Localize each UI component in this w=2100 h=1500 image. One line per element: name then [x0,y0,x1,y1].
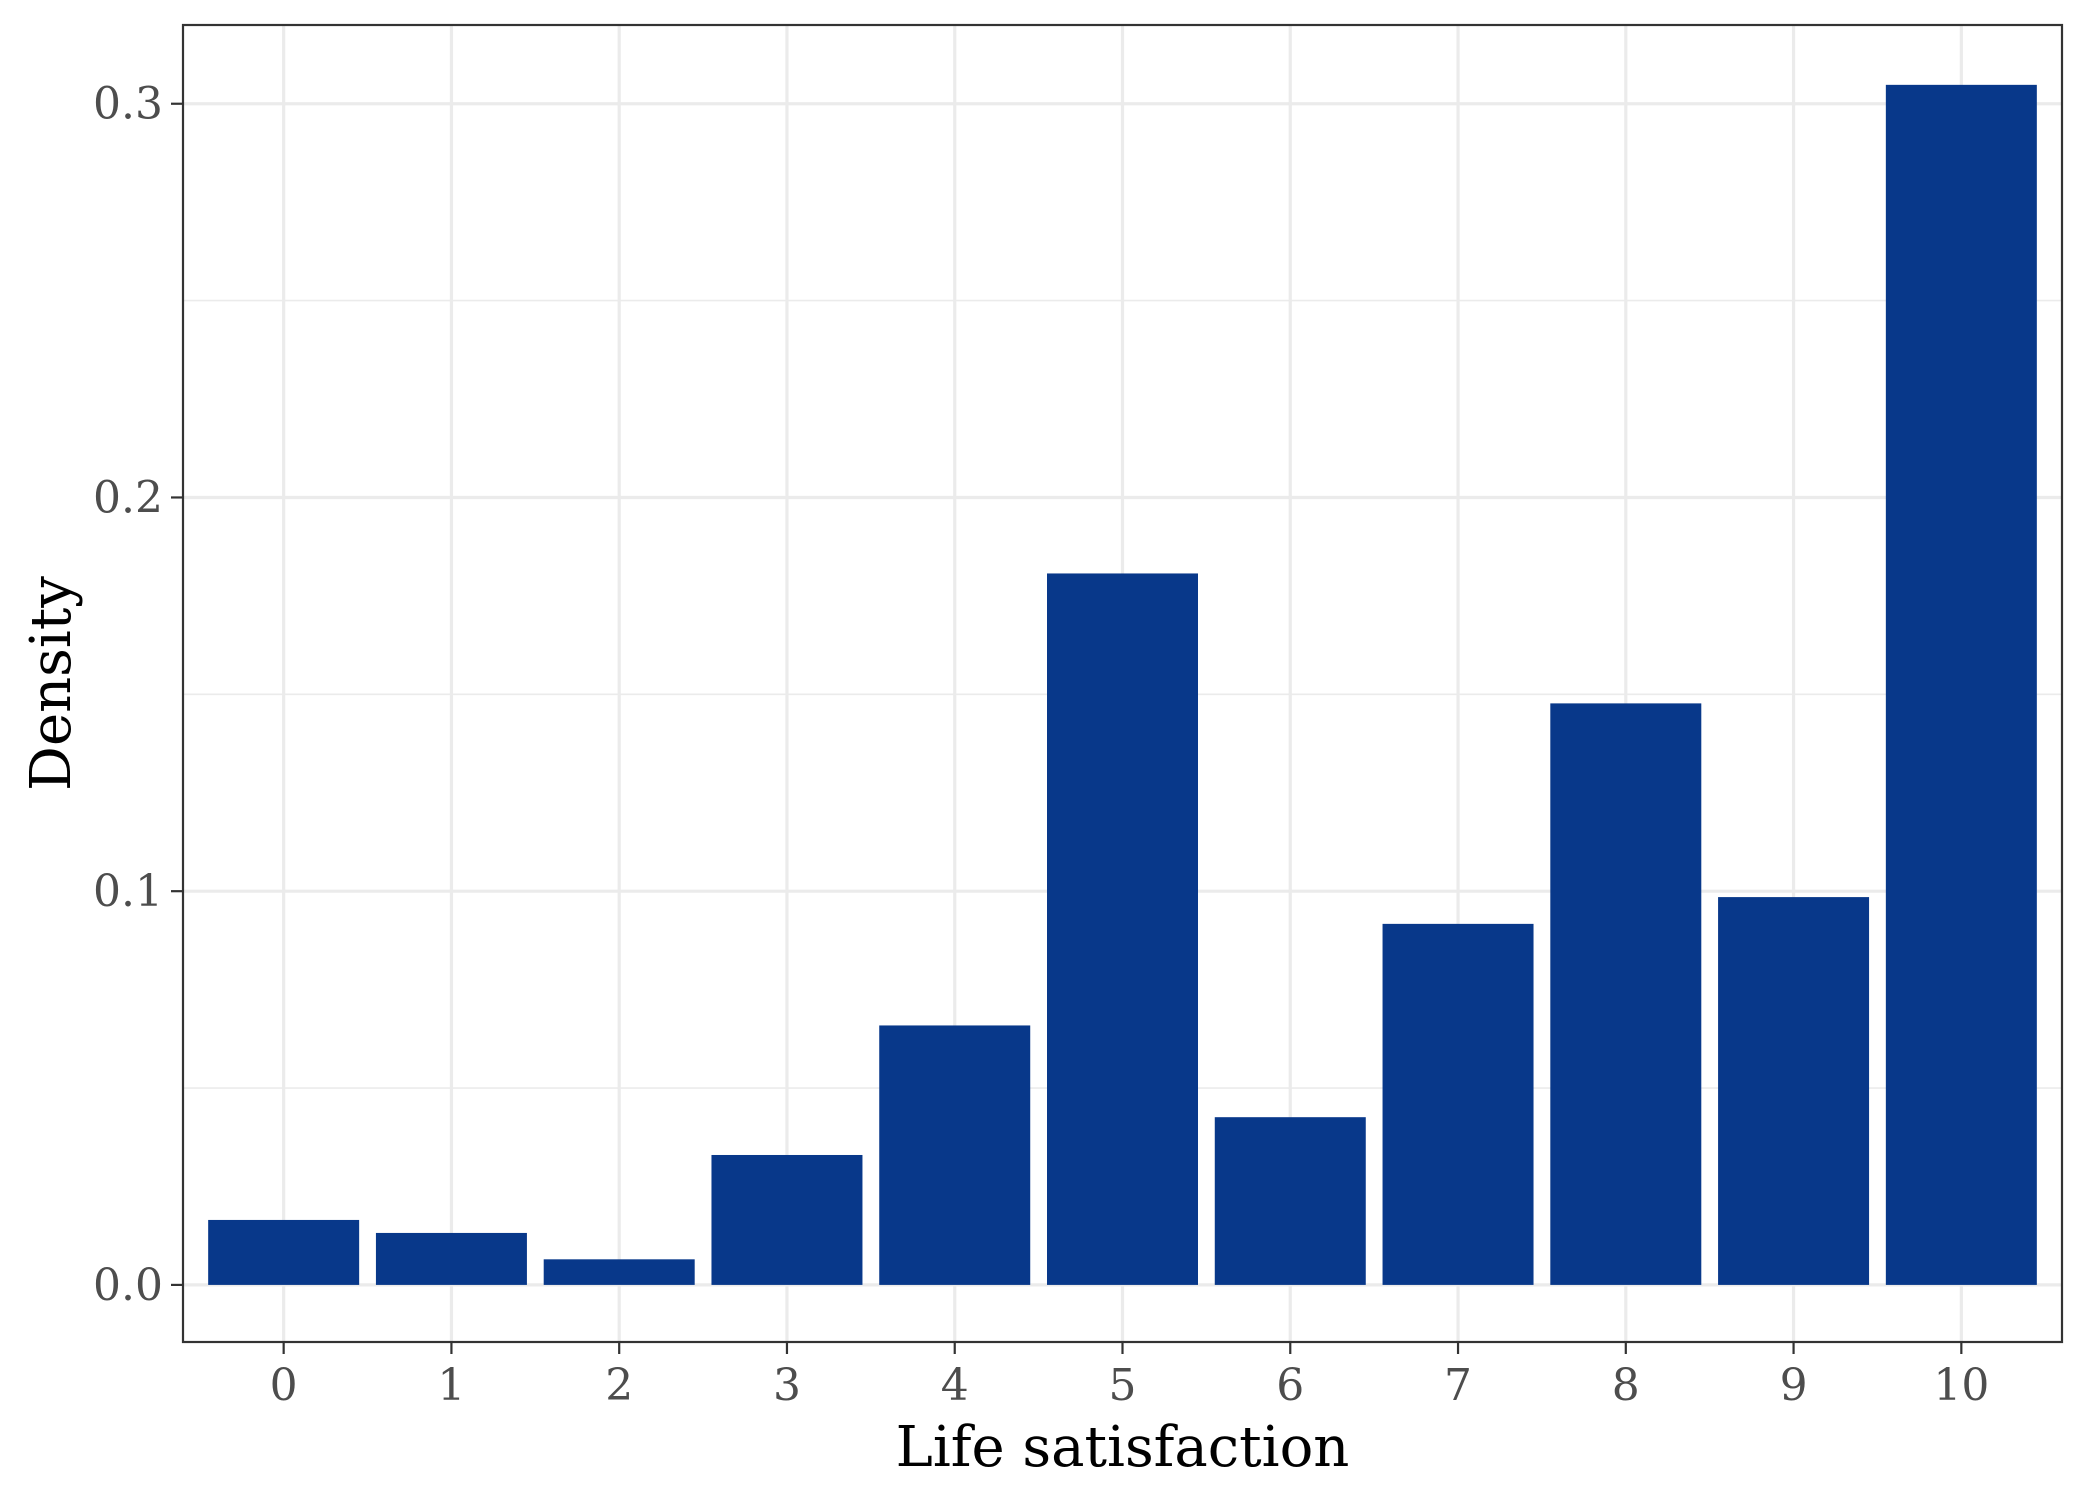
bar-2 [543,1259,695,1285]
x-tick-label: 2 [605,1360,633,1411]
y-tick-label: 0.3 [93,79,163,130]
x-tick-label: 6 [1276,1360,1304,1411]
x-tick-label: 9 [1780,1360,1808,1411]
x-axis-ticks: 0 1 2 3 4 5 6 7 8 9 10 [270,1342,1989,1411]
y-tick-label: 0.1 [93,866,163,917]
x-tick-label: 0 [270,1360,298,1411]
y-axis-ticks: 0.0 0.1 0.2 0.3 [93,79,183,1311]
y-axis-title: Density [19,576,84,791]
y-tick-label: 0.0 [93,1260,163,1311]
bar-0 [208,1219,360,1285]
bar-7 [1382,923,1534,1285]
x-tick-label: 1 [437,1360,465,1411]
x-tick-label: 8 [1612,1360,1640,1411]
bar-6 [1214,1117,1366,1285]
x-axis-title: Life satisfaction [896,1415,1350,1480]
x-tick-label: 5 [1109,1360,1137,1411]
bar-9 [1718,897,1870,1285]
bar-5 [1047,573,1198,1285]
x-tick-label: 3 [773,1360,801,1411]
bar-3 [711,1154,863,1285]
x-tick-label: 4 [941,1360,969,1411]
x-tick-label: 7 [1444,1360,1472,1411]
bars [208,84,2037,1285]
y-tick-label: 0.2 [93,472,163,523]
bar-10 [1885,84,2037,1285]
bar-4 [879,1025,1031,1285]
bar-1 [375,1232,527,1285]
bar-8 [1550,703,1702,1285]
x-tick-label: 10 [1933,1360,1989,1411]
